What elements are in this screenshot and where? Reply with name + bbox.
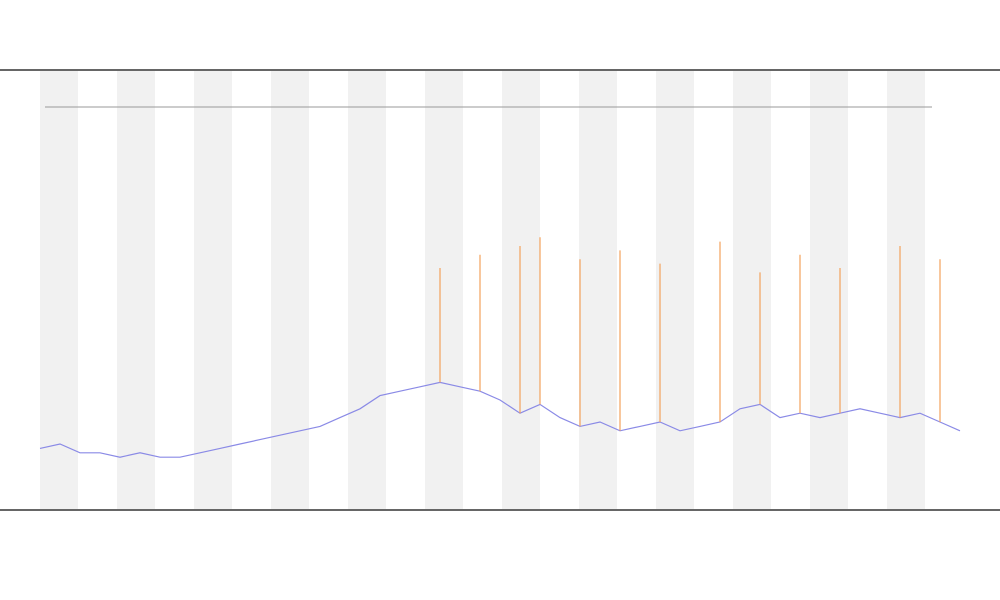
shaded-band — [194, 71, 232, 509]
shaded-band — [656, 71, 694, 509]
plot — [39, 237, 961, 458]
data-line — [39, 381, 961, 458]
shaded-band — [810, 71, 848, 509]
shaded-band — [348, 71, 386, 509]
shaded-band — [117, 71, 155, 509]
shaded-band — [502, 71, 540, 509]
shaded-band — [579, 71, 617, 509]
shaded-band — [887, 71, 925, 509]
shaded-band — [425, 71, 463, 509]
shaded-band — [271, 71, 309, 509]
shaded-band — [40, 71, 78, 509]
bands — [40, 71, 925, 509]
shaded-band — [733, 71, 771, 509]
